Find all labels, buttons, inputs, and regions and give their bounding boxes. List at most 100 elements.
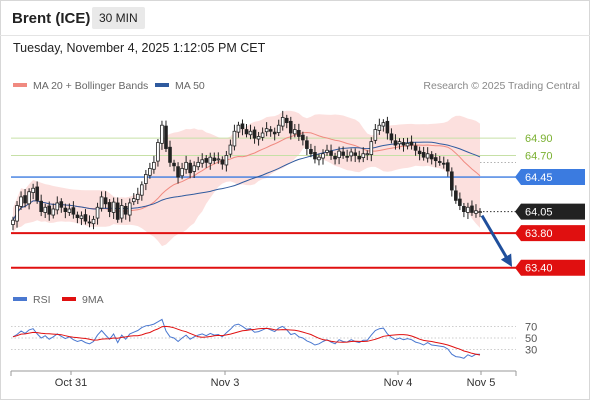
candle-body xyxy=(15,205,19,222)
research-credit: Research © 2025 Trading Central xyxy=(423,80,580,92)
candle-body xyxy=(87,221,92,224)
candle xyxy=(55,196,60,215)
candle-body xyxy=(148,168,152,176)
candle xyxy=(429,151,434,165)
candle-body xyxy=(458,198,462,206)
candle xyxy=(111,197,116,220)
candle xyxy=(305,136,309,156)
candle-body xyxy=(232,130,237,147)
candle-body xyxy=(429,154,434,160)
candle xyxy=(51,203,56,219)
candle-body xyxy=(111,201,116,213)
candle-body xyxy=(349,151,353,157)
candle xyxy=(445,159,450,177)
candle xyxy=(63,203,68,219)
candle xyxy=(127,198,132,222)
candle-body xyxy=(208,156,213,164)
forecast-arrow xyxy=(480,214,513,267)
candle xyxy=(458,192,462,211)
candle xyxy=(421,146,426,161)
candle-body xyxy=(79,215,84,219)
candle-body xyxy=(466,206,470,213)
x-axis-label: Nov 4 xyxy=(384,377,413,389)
header-divider xyxy=(0,35,590,36)
candle-body xyxy=(103,197,108,205)
candle xyxy=(224,150,229,172)
timeframe-badge[interactable]: 30 MIN xyxy=(92,7,145,29)
candle-body xyxy=(454,190,458,201)
candle-body xyxy=(264,128,269,133)
candles xyxy=(11,110,482,231)
candle-body xyxy=(397,141,402,145)
candle-body xyxy=(224,155,229,166)
candle-body xyxy=(301,134,305,141)
candle xyxy=(228,139,233,158)
candle-body xyxy=(55,202,60,211)
candle-body xyxy=(184,161,188,170)
candle-body xyxy=(357,155,362,160)
candle-body xyxy=(445,162,450,172)
candle xyxy=(23,189,27,208)
candle-body xyxy=(216,158,221,161)
candle-body xyxy=(63,207,68,212)
candle-body xyxy=(119,205,124,219)
candle xyxy=(333,152,337,165)
candle-body xyxy=(59,201,64,208)
rsi-legend-label: RSI xyxy=(33,294,51,306)
candle-body xyxy=(67,208,72,213)
legend-ma20: MA 20 + Bollinger Bands xyxy=(13,80,148,92)
candle-body xyxy=(280,117,285,127)
ma20-swatch xyxy=(13,83,27,88)
candle xyxy=(87,215,92,228)
candle xyxy=(180,162,184,180)
candle-body xyxy=(413,145,418,151)
candle xyxy=(184,155,188,174)
candle-body xyxy=(91,218,96,225)
level-label-box xyxy=(515,259,585,276)
candle xyxy=(297,123,301,141)
candle xyxy=(385,116,390,140)
level-label-63-40: 63.40 xyxy=(515,259,585,276)
candle xyxy=(220,156,225,170)
candle-body xyxy=(228,144,233,155)
candle xyxy=(35,181,39,204)
candle-body xyxy=(276,124,281,133)
legend-rsi: RSI xyxy=(13,294,51,306)
ma50-swatch xyxy=(155,83,169,88)
rsi-swatch xyxy=(13,297,27,302)
candle xyxy=(136,187,140,204)
candle xyxy=(156,139,160,167)
candle xyxy=(369,137,374,162)
candle xyxy=(188,159,192,179)
candle xyxy=(353,148,357,163)
candle xyxy=(409,135,414,150)
instrument-title: Brent (ICE) xyxy=(12,10,91,27)
candle xyxy=(47,201,52,221)
candle-body xyxy=(337,150,341,159)
level-label-64-90: 64.90 xyxy=(525,133,553,145)
ma20-label: MA 20 + Bollinger Bands xyxy=(33,80,149,92)
candle xyxy=(317,153,321,166)
candle-body xyxy=(329,150,333,156)
candle-body xyxy=(353,152,357,156)
candle-body xyxy=(381,122,386,127)
candle xyxy=(95,202,100,225)
candle xyxy=(325,144,329,156)
candle-body xyxy=(123,206,128,215)
rsi-line xyxy=(12,318,480,359)
candle xyxy=(196,156,200,171)
level-label-64-70: 64.70 xyxy=(525,150,553,162)
candle xyxy=(474,204,478,218)
candle xyxy=(397,138,402,150)
candle xyxy=(389,128,394,144)
candle xyxy=(107,199,112,218)
candle xyxy=(172,159,176,172)
candle xyxy=(329,144,333,160)
candle-body xyxy=(256,136,261,140)
candle-body xyxy=(200,159,205,164)
level-label-text: 64.45 xyxy=(525,172,553,184)
candle-body xyxy=(47,205,52,215)
candle-body xyxy=(293,129,297,135)
rsi-level-label: 50 xyxy=(525,333,537,345)
